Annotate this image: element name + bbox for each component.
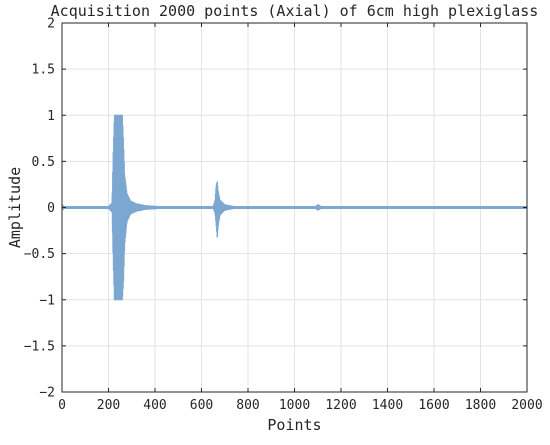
x-tick-label: 0 [58, 398, 66, 413]
y-tick-label: 1.5 [32, 63, 55, 78]
series-line-0 [61, 114, 528, 301]
ticks: 0 200 400 600 800 1000 1200 1400 1600 1800 2000 −2 −… [24, 17, 543, 414]
y-tick-label: 0 [47, 201, 55, 216]
y-tick-label: 0.5 [32, 155, 55, 170]
x-axis-title: Points [267, 416, 321, 434]
x-tick-label: 1400 [372, 398, 403, 413]
y-tick-label: −0.5 [24, 247, 55, 262]
y-tick-label: 2 [47, 17, 55, 32]
x-tick-label: 1000 [279, 398, 310, 413]
y-tick-label: −1.5 [24, 339, 55, 354]
x-tick-label: 1600 [418, 398, 449, 413]
x-tick-label: 600 [190, 398, 213, 413]
x-tick-label: 400 [143, 398, 166, 413]
y-tick-label: 1 [47, 109, 55, 124]
x-tick-label: 200 [97, 398, 120, 413]
y-axis-title: Amplitude [6, 167, 24, 248]
x-tick-label: 1200 [325, 398, 356, 413]
chart-title: Acquisition 2000 points (Axial) of 6cm h… [51, 2, 539, 20]
x-tick-label: 2000 [511, 398, 542, 413]
x-tick-label: 1800 [465, 398, 496, 413]
y-tick-label: −2 [39, 386, 55, 401]
series-layer [61, 114, 528, 301]
y-tick-label: −1 [39, 293, 55, 308]
x-tick-label: 800 [236, 398, 259, 413]
